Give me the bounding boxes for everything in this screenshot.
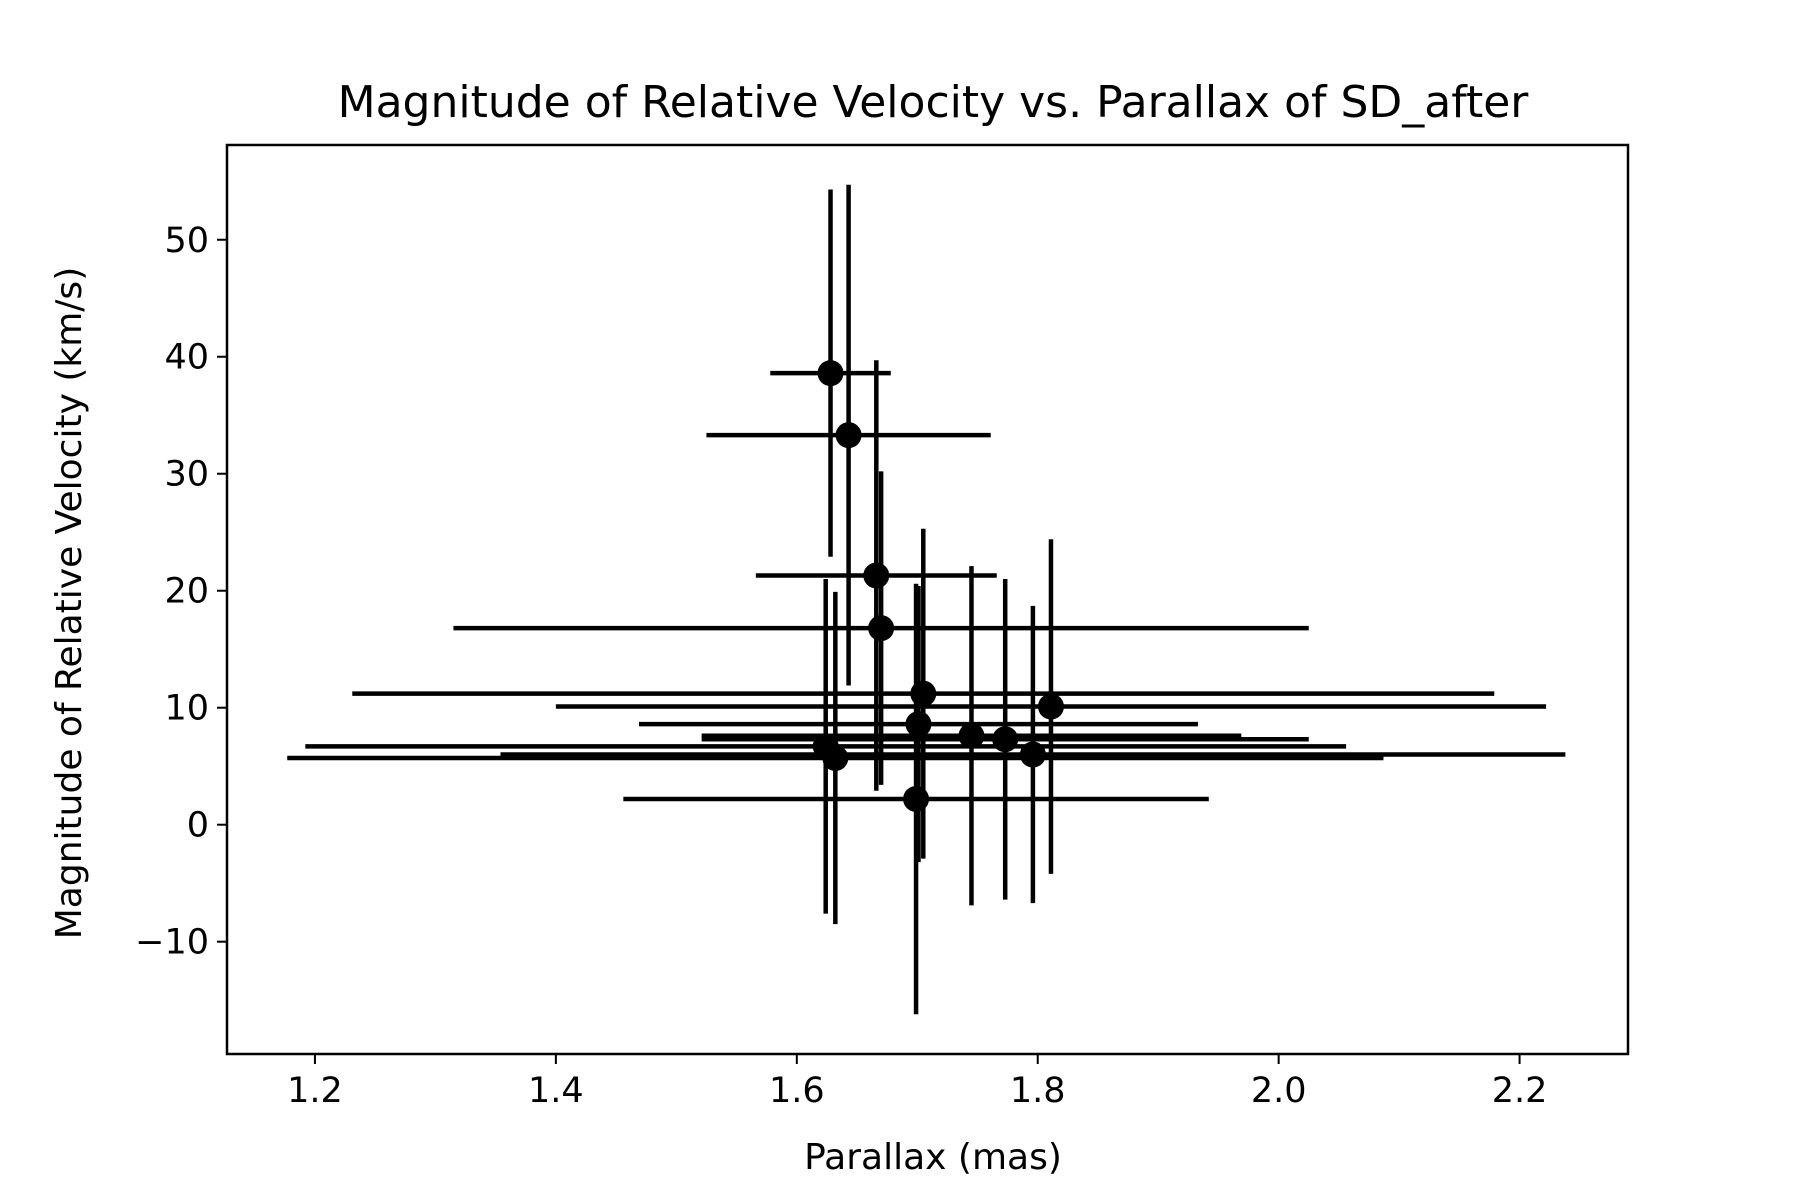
x-tick-label: 1.4	[528, 1071, 584, 1111]
data-point	[903, 785, 930, 812]
chart-title: Magnitude of Relative Velocity vs. Paral…	[338, 77, 1530, 128]
data-point	[863, 562, 890, 589]
x-tick-label: 1.2	[287, 1071, 343, 1111]
y-tick-label: 0	[187, 806, 209, 846]
data-points	[812, 360, 1064, 812]
data-point	[992, 726, 1019, 753]
y-tick-label: 30	[164, 455, 209, 495]
x-axis-ticks: 1.2 1.4 1.6 1.8 2.0 2.2	[287, 1054, 1547, 1111]
y-axis-ticks: −10 0 10 20 30 40 50	[135, 221, 227, 963]
data-point	[835, 422, 862, 449]
data-point	[1037, 693, 1064, 720]
y-axis-label: Magnitude of Relative Velocity (km/s)	[49, 267, 90, 940]
y-tick-label: −10	[135, 923, 209, 963]
data-point	[822, 745, 849, 772]
x-tick-label: 1.6	[769, 1071, 825, 1111]
data-point	[905, 711, 932, 738]
plot-frame	[225, 143, 1630, 1056]
y-tick-label: 10	[164, 689, 209, 729]
data-point	[817, 360, 844, 387]
data-point	[1019, 741, 1046, 768]
x-tick-label: 2.0	[1251, 1071, 1307, 1111]
x-tick-label: 2.2	[1492, 1071, 1548, 1111]
data-point	[868, 615, 895, 642]
data-point	[958, 722, 985, 749]
data-point	[910, 680, 937, 707]
y-tick-label: 20	[164, 572, 209, 612]
y-tick-label: 50	[164, 221, 209, 261]
x-tick-label: 1.8	[1010, 1071, 1066, 1111]
y-tick-label: 40	[164, 338, 209, 378]
error-bars	[287, 184, 1566, 1015]
x-axis-label: Parallax (mas)	[804, 1137, 1062, 1178]
